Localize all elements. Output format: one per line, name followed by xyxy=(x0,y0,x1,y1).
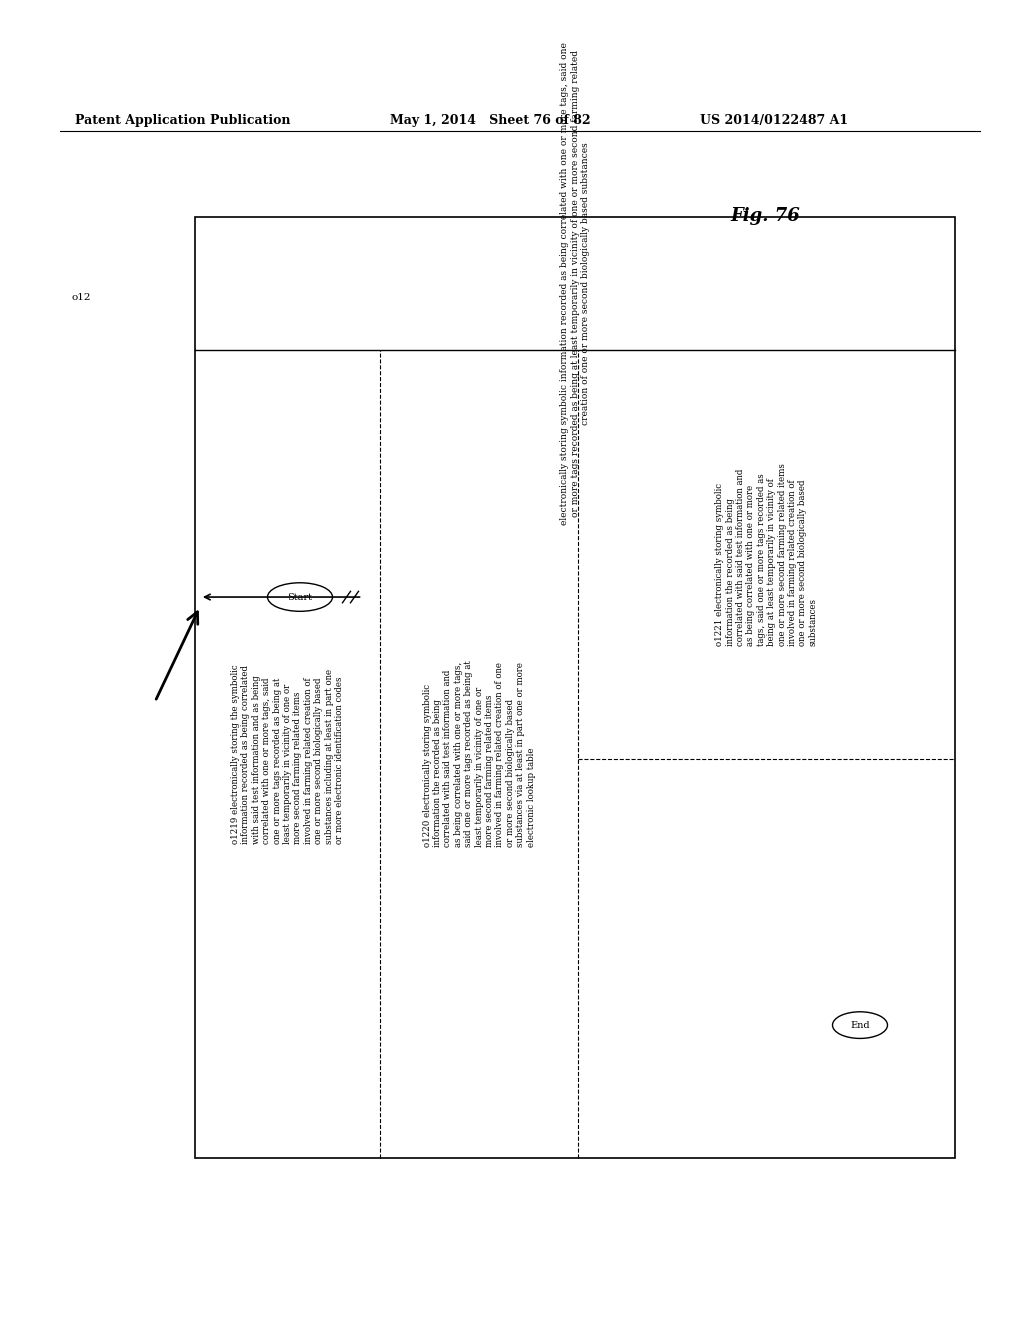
Bar xyxy=(195,216,955,1158)
Text: Patent Application Publication: Patent Application Publication xyxy=(75,114,291,127)
Text: May 1, 2014   Sheet 76 of 82: May 1, 2014 Sheet 76 of 82 xyxy=(390,114,591,127)
Text: o1221 electronically storing symbolic
information the recorded as being
correlat: o1221 electronically storing symbolic in… xyxy=(715,463,818,645)
Text: End: End xyxy=(850,1020,869,1030)
Text: Fig. 76: Fig. 76 xyxy=(730,207,800,224)
Text: Start: Start xyxy=(288,593,312,602)
Ellipse shape xyxy=(833,1012,888,1039)
Text: o1219 electronically storing the symbolic
information recorded as being correlat: o1219 electronically storing the symboli… xyxy=(231,664,344,843)
Text: o1220 electronically storing symbolic
information the recorded as being
correlat: o1220 electronically storing symbolic in… xyxy=(423,660,536,847)
Text: electronically storing symbolic information recorded as being correlated with on: electronically storing symbolic informat… xyxy=(560,42,590,524)
Text: o12: o12 xyxy=(72,293,91,302)
Ellipse shape xyxy=(267,582,333,611)
Text: US 2014/0122487 A1: US 2014/0122487 A1 xyxy=(700,114,848,127)
